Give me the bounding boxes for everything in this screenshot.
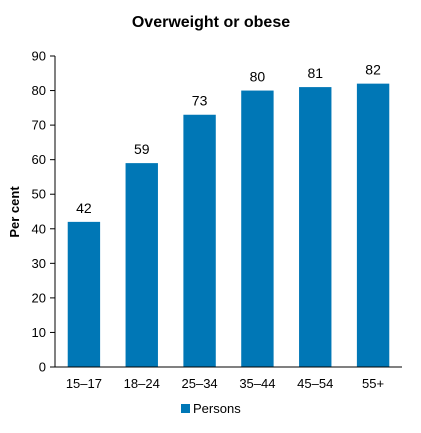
bars-group: 42 59 73 80 81 82 — [67, 62, 390, 368]
data-label: 42 — [76, 200, 92, 216]
x-axis: 15–17 18–24 25–34 35–44 45–54 55+ — [55, 366, 402, 391]
y-tick-label: 20 — [32, 290, 46, 305]
y-tick-label: 0 — [39, 360, 46, 375]
y-tick-label: 40 — [32, 221, 46, 236]
y-tick-label: 30 — [32, 256, 46, 271]
x-tick-label: 35–44 — [239, 376, 275, 391]
bar — [356, 83, 390, 368]
y-tick-label: 60 — [32, 152, 46, 167]
data-label: 73 — [192, 93, 208, 109]
x-tick-label: 18–24 — [124, 376, 160, 391]
y-tick-label: 10 — [32, 325, 46, 340]
data-label: 81 — [307, 65, 323, 81]
y-tick-label: 70 — [32, 118, 46, 133]
bar — [241, 90, 274, 368]
legend-swatch — [181, 404, 190, 413]
x-tick-label: 45–54 — [297, 376, 333, 391]
bar — [67, 221, 101, 367]
y-axis: 0 10 20 30 40 50 60 70 80 90 — [32, 49, 56, 375]
y-tick-label: 50 — [32, 187, 46, 202]
x-tick-label: 15–17 — [66, 376, 102, 391]
y-axis-label: Per cent — [7, 186, 22, 238]
y-tick-label: 80 — [32, 83, 46, 98]
legend: Persons — [181, 401, 241, 416]
data-label: 82 — [365, 62, 381, 78]
data-label: 59 — [134, 141, 150, 157]
bar — [299, 87, 332, 367]
x-tick-label: 55+ — [362, 376, 384, 391]
y-tick-label: 90 — [32, 49, 46, 64]
bar — [183, 114, 216, 367]
chart-title: Overweight or obese — [132, 14, 290, 31]
data-label: 80 — [250, 69, 266, 85]
legend-label: Persons — [193, 401, 241, 416]
x-tick-label: 25–34 — [182, 376, 218, 391]
bar — [125, 163, 158, 367]
